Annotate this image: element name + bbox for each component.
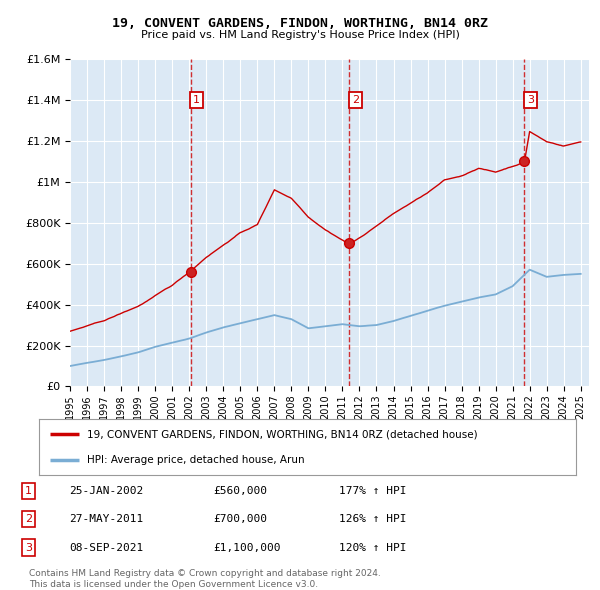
Text: 2: 2 [352,95,359,105]
Text: 3: 3 [527,95,534,105]
Text: 2: 2 [25,514,32,524]
Text: £700,000: £700,000 [213,514,267,524]
Text: 27-MAY-2011: 27-MAY-2011 [69,514,143,524]
Text: HPI: Average price, detached house, Arun: HPI: Average price, detached house, Arun [88,455,305,465]
Text: 177% ↑ HPI: 177% ↑ HPI [339,486,407,496]
Text: £560,000: £560,000 [213,486,267,496]
Text: Contains HM Land Registry data © Crown copyright and database right 2024.: Contains HM Land Registry data © Crown c… [29,569,380,578]
Text: 19, CONVENT GARDENS, FINDON, WORTHING, BN14 0RZ (detached house): 19, CONVENT GARDENS, FINDON, WORTHING, B… [88,429,478,439]
Text: 08-SEP-2021: 08-SEP-2021 [69,543,143,552]
Text: 25-JAN-2002: 25-JAN-2002 [69,486,143,496]
Text: 1: 1 [25,486,32,496]
Text: Price paid vs. HM Land Registry's House Price Index (HPI): Price paid vs. HM Land Registry's House … [140,30,460,40]
Text: 3: 3 [25,543,32,552]
Text: This data is licensed under the Open Government Licence v3.0.: This data is licensed under the Open Gov… [29,579,318,589]
Text: 126% ↑ HPI: 126% ↑ HPI [339,514,407,524]
Text: 120% ↑ HPI: 120% ↑ HPI [339,543,407,552]
Text: 1: 1 [193,95,200,105]
Text: £1,100,000: £1,100,000 [213,543,281,552]
Text: 19, CONVENT GARDENS, FINDON, WORTHING, BN14 0RZ: 19, CONVENT GARDENS, FINDON, WORTHING, B… [112,17,488,30]
